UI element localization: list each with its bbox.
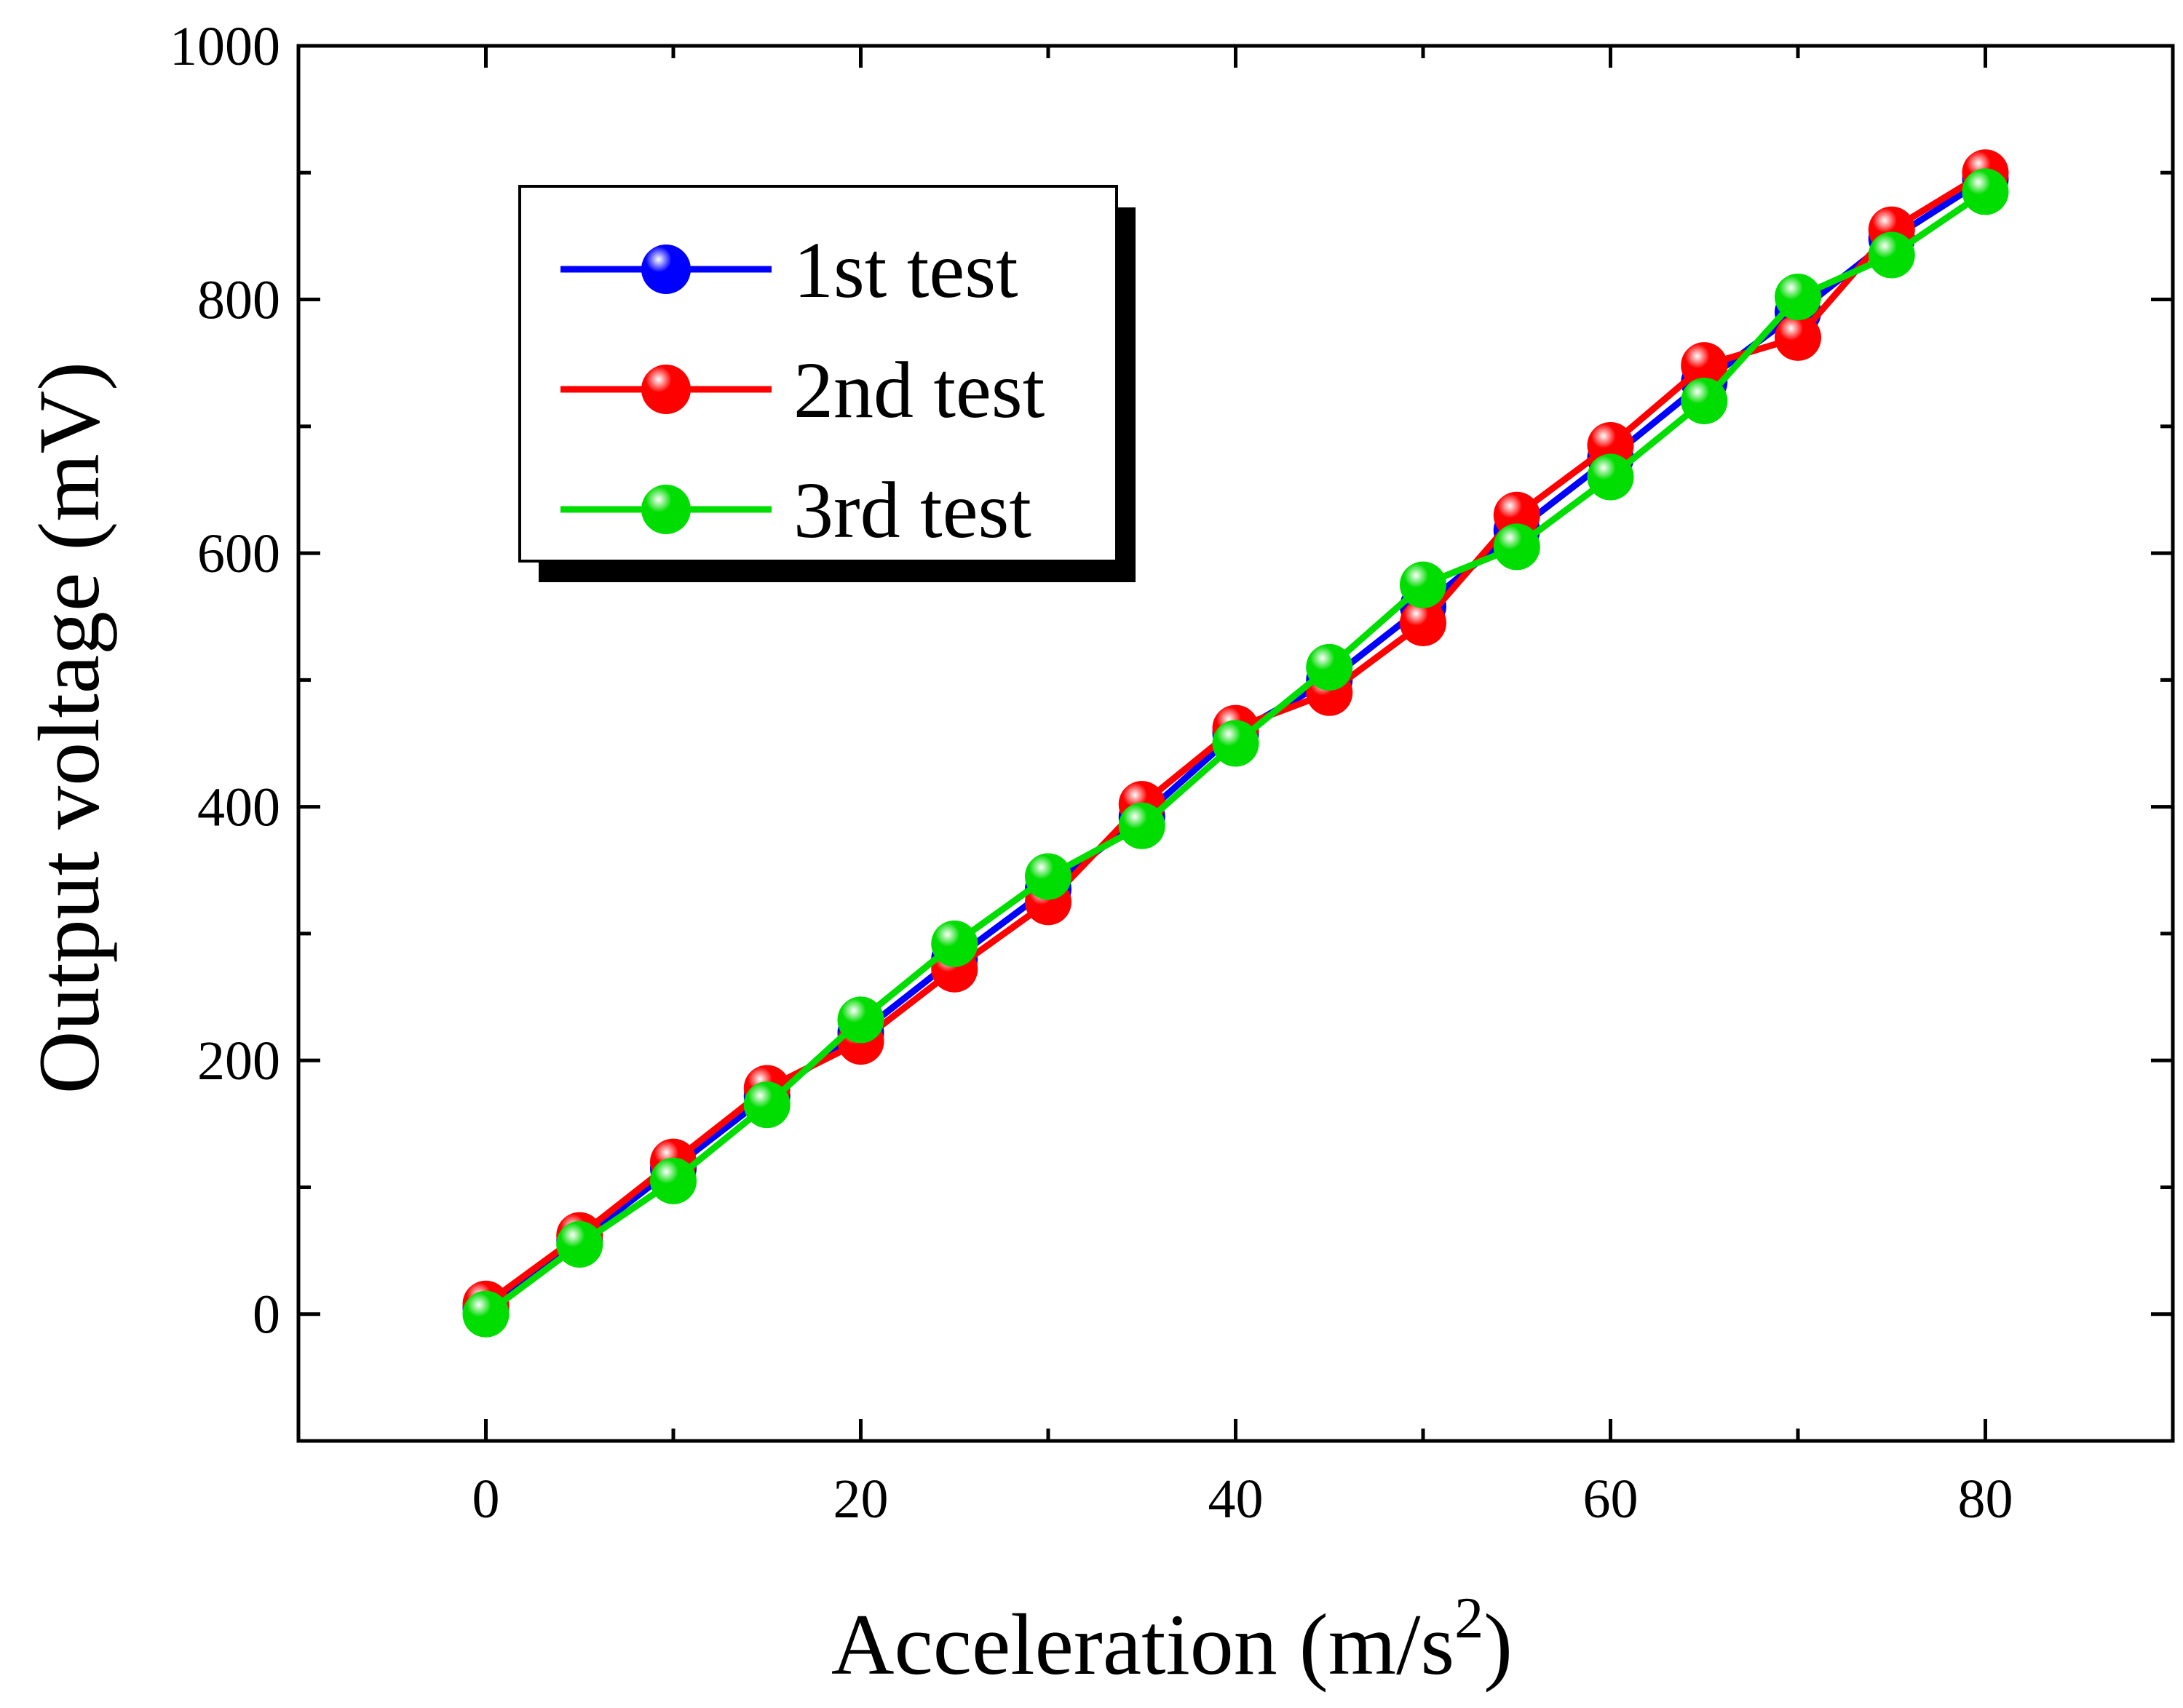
- y-tick-label: 400: [197, 777, 280, 838]
- data-point: [556, 1220, 603, 1268]
- data-point: [1212, 720, 1259, 767]
- series-3: [462, 168, 2009, 1338]
- data-point: [1962, 168, 2009, 215]
- x-tick-label: 40: [1208, 1469, 1264, 1530]
- data-point: [1681, 377, 1728, 424]
- y-tick-label: 1000: [170, 16, 280, 77]
- data-point: [1400, 561, 1446, 608]
- legend-entry: 2nd test: [560, 346, 1045, 434]
- data-point: [462, 1290, 510, 1338]
- y-tick-label: 600: [197, 523, 280, 584]
- plot-frame: [296, 44, 2175, 1443]
- legend-label: 2nd test: [793, 346, 1045, 434]
- y-tick-label: 200: [197, 1030, 280, 1092]
- data-point: [1306, 643, 1353, 691]
- legend-label: 1st test: [793, 226, 1018, 314]
- x-tick-label: 80: [1958, 1469, 2013, 1530]
- axis-ticks: [296, 44, 2175, 1443]
- data-point: [1868, 231, 1915, 279]
- y-tick-label: 800: [197, 270, 280, 331]
- x-tick-label: 60: [1583, 1469, 1639, 1530]
- data-point: [1775, 274, 1821, 321]
- legend-entry: 1st test: [560, 226, 1018, 314]
- data-point: [1400, 599, 1446, 646]
- data-point: [1587, 453, 1634, 501]
- data-point: [650, 1157, 697, 1204]
- data-point: [743, 1081, 791, 1129]
- data-point: [837, 996, 884, 1044]
- legend-box: [518, 185, 1118, 563]
- legend-entry: 3rd test: [560, 466, 1031, 555]
- legend-marker: [641, 365, 691, 414]
- data-point: [1025, 853, 1071, 900]
- legend: 1st test 2nd test 3rd test: [518, 185, 1136, 582]
- x-tick-label: 20: [833, 1469, 889, 1530]
- data-point: [1775, 314, 1821, 361]
- data-point: [1681, 342, 1728, 389]
- x-tick-label: 0: [472, 1469, 500, 1530]
- data-point: [1118, 802, 1165, 849]
- x-axis-title: Acceleration (m/s2): [831, 1586, 1513, 1693]
- data-point: [1493, 523, 1540, 571]
- legend-label: 3rd test: [793, 466, 1031, 555]
- data-point: [931, 920, 978, 967]
- legend-marker: [641, 245, 691, 294]
- legend-marker: [641, 485, 691, 534]
- y-tick-label: 0: [253, 1284, 280, 1346]
- y-axis-title: Output voltage (mV): [20, 362, 117, 1094]
- series-layer: [462, 149, 2009, 1338]
